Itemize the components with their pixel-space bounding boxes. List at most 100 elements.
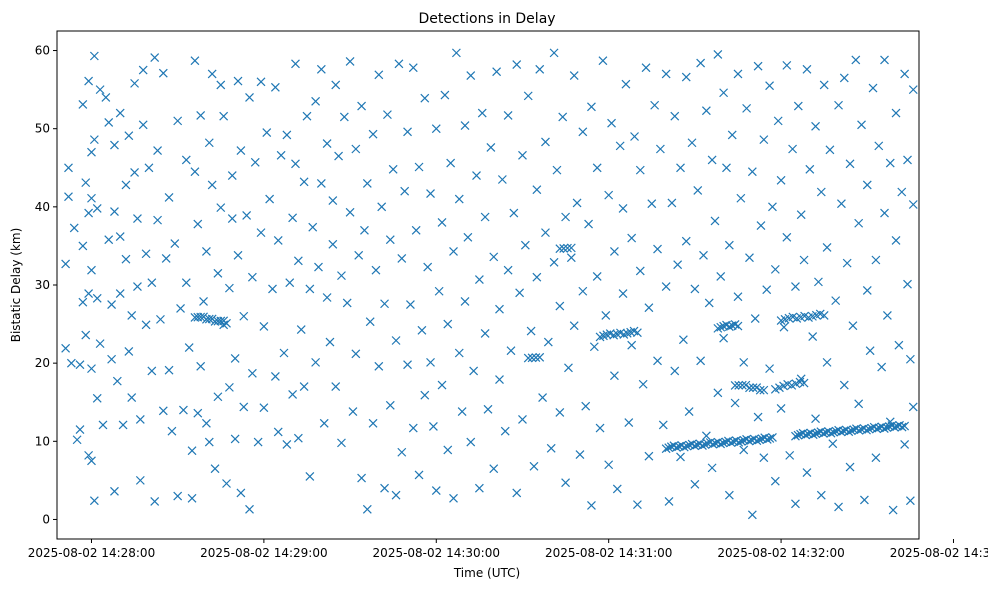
data-point: [193, 408, 203, 418]
data-point: [273, 236, 283, 245]
data-point: [454, 348, 464, 358]
data-point: [532, 185, 542, 195]
data-point: [322, 139, 332, 148]
data-point: [569, 71, 579, 80]
data-point: [814, 277, 823, 287]
data-point: [529, 461, 539, 471]
data-point: [497, 175, 507, 184]
data-point: [184, 343, 194, 352]
data-point: [627, 340, 637, 350]
data-point: [426, 189, 435, 198]
data-point: [610, 371, 619, 381]
data-point: [64, 163, 73, 173]
data-point: [463, 232, 473, 242]
data-point: [75, 360, 85, 370]
data-point: [414, 470, 424, 480]
data-point: [199, 296, 208, 306]
data-point: [862, 286, 872, 295]
data-point: [405, 300, 415, 309]
data-point: [121, 180, 131, 190]
data-point: [460, 296, 470, 306]
data-point: [224, 382, 234, 392]
data-point: [135, 475, 145, 485]
data-point: [314, 262, 323, 272]
data-point: [92, 393, 102, 403]
data-point: [480, 212, 490, 222]
data-point: [469, 366, 479, 376]
data-point: [653, 244, 662, 254]
data-point: [342, 298, 352, 308]
data-point: [791, 431, 800, 441]
data-point: [903, 155, 912, 165]
data-point: [612, 484, 622, 494]
y-axis-label: Bistatic Delay (km): [9, 228, 23, 343]
data-point: [89, 135, 99, 145]
data-point: [782, 232, 792, 242]
data-point: [908, 85, 918, 95]
data-point: [575, 450, 585, 460]
data-point: [270, 82, 280, 92]
data-point: [190, 56, 200, 66]
data-point: [512, 60, 522, 70]
data-point: [719, 88, 729, 98]
data-point: [164, 365, 174, 375]
data-point: [811, 429, 821, 439]
data-point: [632, 500, 642, 510]
data-point: [337, 271, 346, 281]
data-point: [222, 479, 231, 488]
data-point: [492, 67, 502, 77]
data-point: [426, 357, 435, 367]
data-point: [724, 322, 734, 332]
data-point: [523, 353, 533, 363]
data-point: [443, 319, 453, 329]
data-point: [727, 130, 737, 140]
data-point: [147, 366, 157, 376]
data-point: [394, 59, 404, 69]
y-axis-ticks: 0 10 20 30 40 50 60: [35, 44, 57, 526]
data-point: [708, 439, 718, 449]
data-point: [72, 435, 82, 445]
data-point: [739, 445, 749, 455]
data-point: [282, 440, 292, 449]
data-point: [747, 510, 757, 520]
data-point: [84, 76, 94, 86]
data-point: [880, 55, 889, 65]
data-point: [765, 81, 775, 91]
data-point: [262, 128, 272, 138]
data-point: [900, 440, 910, 449]
data-point: [520, 240, 530, 250]
data-point: [704, 298, 714, 308]
data-point: [589, 342, 599, 352]
data-point: [141, 249, 151, 259]
data-point: [848, 321, 858, 331]
data-point: [578, 286, 588, 296]
data-point: [87, 456, 96, 466]
data-point: [653, 356, 662, 366]
data-point: [592, 163, 602, 173]
data-point: [293, 256, 303, 266]
data-point: [842, 258, 852, 268]
data-point: [431, 124, 441, 134]
data-point: [592, 271, 602, 281]
data-point: [515, 288, 525, 298]
data-point: [661, 69, 671, 79]
data-point: [801, 430, 811, 440]
data-point: [156, 314, 165, 324]
data-point: [752, 436, 762, 446]
data-point: [563, 243, 572, 253]
data-point: [230, 434, 240, 444]
data-point: [561, 212, 571, 222]
data-point: [661, 444, 671, 454]
data-point: [762, 434, 772, 444]
data-point: [834, 100, 843, 110]
data-point: [216, 80, 226, 90]
data-point: [101, 93, 111, 102]
data-point: [84, 450, 94, 460]
data-point: [816, 187, 826, 197]
data-point: [641, 63, 651, 73]
data-point: [207, 69, 217, 79]
data-point: [293, 433, 303, 443]
data-point: [256, 228, 266, 238]
data-point: [270, 372, 280, 381]
data-point: [385, 235, 395, 245]
